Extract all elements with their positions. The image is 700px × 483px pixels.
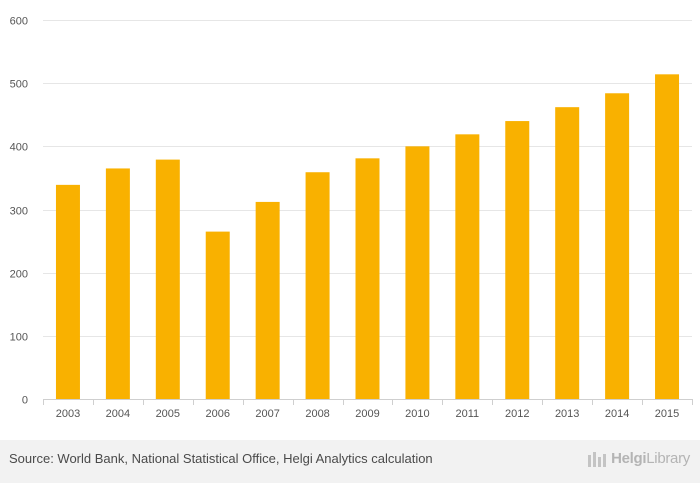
x-tick-label: 2010	[405, 408, 429, 420]
logo-library-text: Library	[646, 450, 690, 467]
bar-2013	[555, 107, 580, 400]
x-tick-label: 2008	[305, 408, 329, 420]
x-tick-label: 2015	[655, 408, 679, 420]
chart-footer: Source: World Bank, National Statistical…	[0, 440, 700, 483]
x-tick-label: 2014	[605, 408, 629, 420]
bars	[55, 74, 680, 400]
x-tick-label: 2007	[255, 408, 279, 420]
y-tick-label: 0	[22, 395, 28, 407]
x-tick-label: 2011	[456, 408, 480, 420]
bar-2004	[105, 168, 130, 399]
bar-2011	[455, 134, 480, 399]
y-tick-label: 300	[10, 206, 28, 218]
y-tick-label: 600	[10, 16, 28, 28]
x-tick-label: 2009	[355, 408, 379, 420]
bar-2005	[155, 159, 180, 399]
x-tick-label: 2004	[106, 408, 130, 420]
bar-2007	[255, 201, 280, 399]
bar-2014	[605, 93, 630, 400]
y-axis-ticks: 0 100 200 300 400 500 600	[10, 16, 28, 407]
source-note: Source: World Bank, National Statistical…	[9, 451, 433, 466]
y-tick-label: 100	[10, 332, 28, 344]
logo-helgi-text: Helgi	[611, 450, 647, 467]
x-tick-label: 2013	[555, 408, 579, 420]
y-tick-label: 200	[10, 269, 28, 281]
y-tick-label: 400	[10, 142, 28, 154]
bar-chart: 0 100 200 300 400 500 600 2003 2004 2005 2006 2007…	[10, 16, 693, 420]
helgi-library-logo: HelgiLibrary	[587, 450, 690, 467]
bar-2003	[55, 184, 80, 399]
library-bars-icon	[588, 451, 607, 467]
x-tick-label: 2003	[56, 408, 80, 420]
x-axis-ticks: 2003 2004 2005 2006 2007 2008 2009 2010 2011 2012…	[43, 399, 693, 420]
x-tick-label: 2005	[156, 408, 180, 420]
y-tick-label: 500	[10, 79, 28, 91]
bar-2006	[205, 231, 230, 399]
x-tick-label: 2012	[505, 408, 529, 420]
bar-2009	[355, 158, 380, 399]
bar-2012	[505, 121, 530, 400]
bar-2008	[305, 172, 330, 399]
x-tick-label: 2006	[205, 408, 229, 420]
bar-2010	[405, 146, 430, 399]
bar-2015	[655, 74, 680, 399]
